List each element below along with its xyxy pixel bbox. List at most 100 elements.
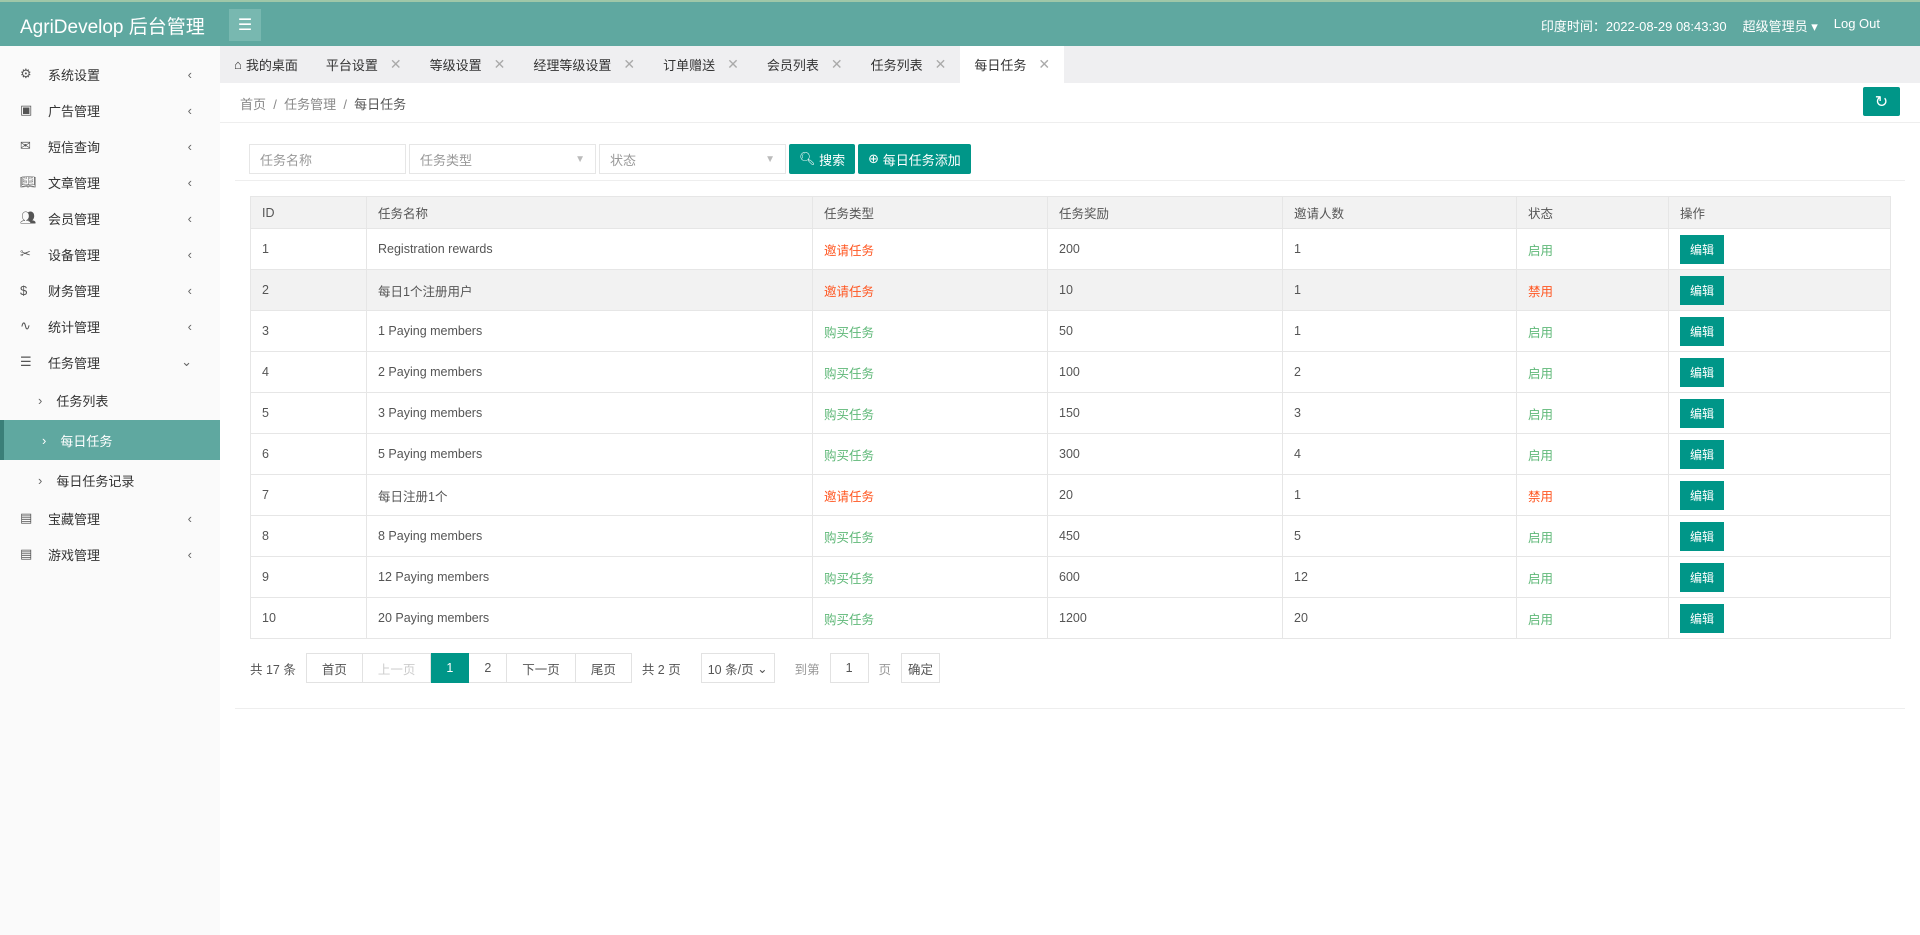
page-1-button[interactable]: 1: [431, 653, 470, 683]
menu-toggle-button[interactable]: ☰: [229, 9, 261, 41]
sidebar: ⚙ 系统设置 ‹ ▣ 广告管理 ‹ ✉ 短信查询 ‹ 📖︎ 文章管理 ‹ 👥︎ 会员管理 ‹ ✂ 设备管理 ‹ $ 财…: [0, 46, 220, 935]
tab-label: 平台设置: [325, 58, 378, 73]
table-cell: 1: [1282, 310, 1517, 352]
breadcrumb-home[interactable]: 首页: [240, 97, 267, 112]
table-cell-actions: 编辑: [1668, 474, 1891, 516]
chevron-left-icon: ‹: [187, 102, 192, 118]
first-page-button[interactable]: 首页: [305, 653, 363, 683]
sidebar-subitem-label: 每日任务: [60, 433, 113, 449]
sidebar-item-3[interactable]: 📖︎ 文章管理 ‹: [0, 164, 220, 200]
tab-0[interactable]: ⌂ 我的桌面: [220, 46, 312, 83]
refresh-button[interactable]: ↻: [1863, 87, 1900, 116]
table-cell: Registration rewards: [366, 228, 813, 270]
close-icon[interactable]: ✕: [1038, 56, 1051, 72]
tab-3[interactable]: 经理等级设置 ✕: [519, 46, 649, 83]
table-cell: 购买任务: [812, 392, 1048, 434]
sidebar-item-after-1[interactable]: ▤ 游戏管理 ‹: [0, 536, 220, 572]
user-menu[interactable]: 超级管理员 ▾: [1743, 16, 1818, 35]
edit-button[interactable]: 编辑: [1680, 439, 1725, 469]
table-cell: 1: [1282, 474, 1517, 516]
edit-button[interactable]: 编辑: [1680, 480, 1725, 510]
close-icon[interactable]: ✕: [727, 56, 739, 72]
chevron-down-icon: ⌄: [181, 354, 192, 369]
tab-label: 经理等级设置: [533, 58, 612, 73]
table-cell: 邀请任务: [812, 228, 1048, 270]
table-cell: 8: [250, 515, 367, 557]
task-name-input[interactable]: 任务名称: [249, 144, 406, 174]
edit-button[interactable]: 编辑: [1680, 521, 1725, 551]
sidebar-subitem-0[interactable]: › 任务列表: [0, 380, 220, 420]
last-page-button[interactable]: 尾页: [575, 653, 632, 683]
table-header-row: ID 任务名称 任务类型 任务奖励 邀请人数 状态 操作: [250, 196, 1891, 229]
tab-5[interactable]: 会员列表 ✕: [753, 46, 857, 83]
tab-6[interactable]: 任务列表 ✕: [857, 46, 961, 83]
close-icon[interactable]: ✕: [389, 56, 402, 72]
close-icon[interactable]: ✕: [934, 56, 947, 72]
edit-button[interactable]: 编辑: [1680, 316, 1725, 346]
sidebar-item-1[interactable]: ▣ 广告管理 ‹: [0, 92, 220, 128]
plus-circle-icon: ⊕: [868, 151, 880, 166]
table-cell-actions: 编辑: [1668, 433, 1891, 475]
add-daily-task-button[interactable]: ⊕ 每日任务添加: [858, 144, 971, 174]
goto-label: 到第: [794, 662, 820, 677]
chevron-left-icon: ‹: [187, 510, 192, 526]
sidebar-item-0[interactable]: ⚙ 系统设置 ‹: [0, 56, 220, 92]
breadcrumb-task[interactable]: 任务管理: [284, 97, 337, 112]
sidebar-item-after-0[interactable]: ▤ 宝藏管理 ‹: [0, 500, 220, 536]
table-row: 1 Registration rewards 邀请任务 200 1 启用 编辑: [250, 228, 1891, 270]
status-select[interactable]: 状态 ▼: [599, 144, 786, 174]
search-button[interactable]: 🔍︎ 搜索: [789, 144, 856, 174]
next-page-button[interactable]: 下一页: [507, 653, 576, 683]
caret-down-icon: ▾: [1811, 19, 1818, 34]
table-row: 2 每日1个注册用户 邀请任务 10 1 禁用 编辑: [250, 269, 1891, 311]
goto-confirm-button[interactable]: 确定: [901, 653, 941, 683]
table-cell: 20: [1282, 597, 1517, 639]
close-icon[interactable]: ✕: [623, 56, 636, 72]
edit-button[interactable]: 编辑: [1680, 398, 1725, 428]
table-cell: 12 Paying members: [366, 556, 813, 598]
edit-button[interactable]: 编辑: [1680, 357, 1725, 387]
tab-2[interactable]: 等级设置 ✕: [416, 46, 520, 83]
tab-7[interactable]: 每日任务 ✕: [960, 46, 1065, 83]
sidebar-item-label: 游戏管理: [48, 547, 101, 563]
tab-4[interactable]: 订单赠送 ✕: [649, 46, 753, 83]
sidebar-item-label: 财务管理: [48, 283, 101, 299]
sidebar-subitem-label: 任务列表: [56, 393, 109, 409]
tab-1[interactable]: 平台设置 ✕: [312, 46, 416, 83]
page-size-select[interactable]: 10 条/页 ⌄: [700, 653, 775, 683]
sidebar-subitem-1[interactable]: › 每日任务: [0, 420, 220, 460]
table-cell-actions: 编辑: [1668, 392, 1891, 434]
task-type-select[interactable]: 任务类型 ▼: [409, 144, 596, 174]
chevron-left-icon: ‹: [187, 246, 192, 262]
page-2-button[interactable]: 2: [469, 653, 508, 683]
edit-button[interactable]: 编辑: [1680, 275, 1725, 305]
pulse-icon: ∿: [20, 318, 31, 333]
sidebar-item-2[interactable]: ✉ 短信查询 ‹: [0, 128, 220, 164]
close-icon[interactable]: ✕: [830, 56, 843, 72]
table-cell: 购买任务: [812, 310, 1048, 352]
page-size-value: 10 条/页: [707, 662, 754, 677]
close-icon[interactable]: ✕: [493, 56, 506, 72]
table-cell: 每日注册1个: [366, 474, 813, 516]
edit-button[interactable]: 编辑: [1680, 562, 1725, 592]
edit-button[interactable]: 编辑: [1680, 603, 1725, 633]
divider: [235, 180, 1905, 181]
sidebar-item-6[interactable]: $ 财务管理 ‹: [0, 272, 220, 308]
goto-page-input[interactable]: 1: [829, 653, 869, 683]
prev-page-button[interactable]: 上一页: [362, 653, 432, 683]
table-row: 9 12 Paying members 购买任务 600 12 启用 编辑: [250, 556, 1891, 598]
sidebar-item-label: 文章管理: [48, 175, 101, 191]
sidebar-item-8[interactable]: ☰ 任务管理 ⌄: [0, 344, 220, 380]
edit-button[interactable]: 编辑: [1680, 234, 1725, 264]
logout-link[interactable]: Log Out: [1833, 16, 1880, 31]
sidebar-item-4[interactable]: 👥︎ 会员管理 ‹: [0, 200, 220, 236]
sidebar-item-7[interactable]: ∿ 统计管理 ‹: [0, 308, 220, 344]
triangle-down-icon: ▼: [575, 153, 585, 165]
table-cell: 1: [250, 228, 367, 270]
table-row: 7 每日注册1个 邀请任务 20 1 禁用 编辑: [250, 474, 1891, 516]
sidebar-subitem-label: 每日任务记录: [56, 473, 135, 489]
sidebar-item-5[interactable]: ✂ 设备管理 ‹: [0, 236, 220, 272]
table-cell: 1 Paying members: [366, 310, 813, 352]
sidebar-subitem-2[interactable]: › 每日任务记录: [0, 460, 220, 500]
